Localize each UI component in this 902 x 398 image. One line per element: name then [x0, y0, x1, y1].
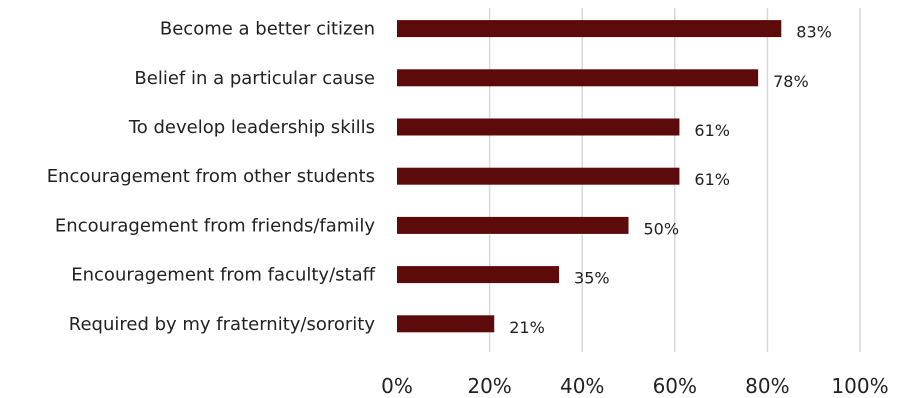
- bar-1: [397, 69, 759, 87]
- category-label-2: To develop leadership skills: [128, 117, 375, 138]
- bar-5: [397, 266, 560, 284]
- bar-3: [397, 167, 680, 185]
- x-tick-label-20: 20%: [467, 374, 511, 398]
- bar-2: [397, 118, 680, 136]
- value-label-2: 61%: [694, 121, 730, 140]
- value-label-1: 78%: [773, 72, 809, 91]
- category-label-0: Become a better citizen: [160, 19, 375, 40]
- value-labels: 83% 78% 61% 61% 50% 35% 21%: [509, 23, 832, 337]
- bar-6: [397, 315, 495, 333]
- category-label-4: Encouragement from friends/family: [55, 215, 375, 236]
- x-tick-label-0: 0%: [381, 374, 413, 398]
- x-tick-label-100: 100%: [831, 374, 888, 398]
- x-axis-tick-labels: 0% 20% 40% 60% 80% 100%: [381, 374, 888, 398]
- category-label-3: Encouragement from other students: [47, 166, 375, 187]
- bars: [397, 20, 782, 333]
- value-label-0: 83%: [796, 23, 832, 42]
- value-label-5: 35%: [574, 269, 610, 288]
- value-label-6: 21%: [509, 318, 545, 337]
- bar-0: [397, 20, 782, 38]
- x-tick-label-80: 80%: [745, 374, 789, 398]
- x-tick-label-40: 40%: [560, 374, 604, 398]
- x-tick-label-60: 60%: [653, 374, 697, 398]
- value-label-3: 61%: [694, 170, 730, 189]
- category-label-1: Belief in a particular cause: [134, 68, 375, 89]
- category-label-5: Encouragement from faculty/staff: [71, 265, 375, 286]
- category-label-6: Required by my fraternity/sorority: [69, 314, 376, 335]
- bar-4: [397, 216, 629, 234]
- category-labels: Become a better citizen Belief in a parti…: [47, 19, 376, 335]
- value-label-4: 50%: [644, 219, 680, 238]
